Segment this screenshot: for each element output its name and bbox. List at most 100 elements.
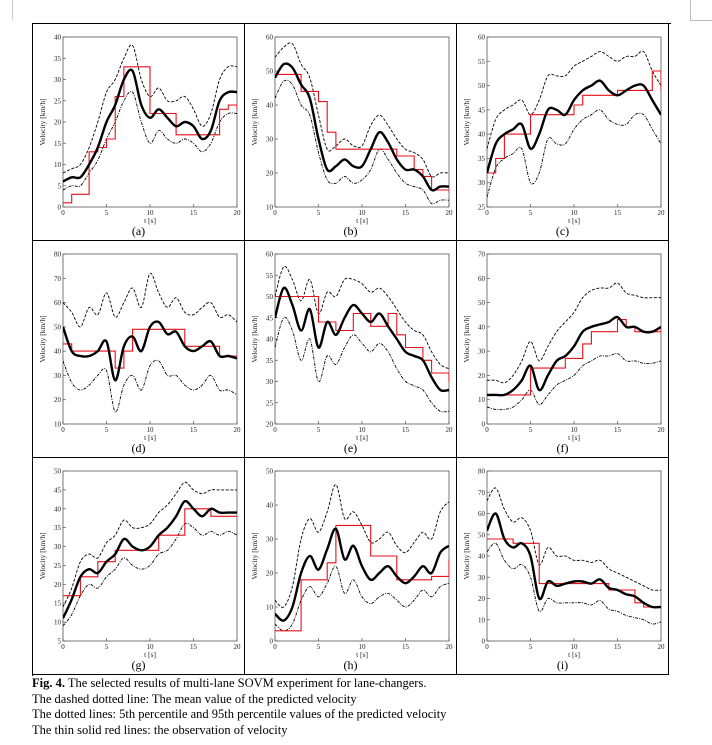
subplot-label: (d) <box>131 441 146 455</box>
x-tick-label: 15 <box>190 426 198 434</box>
plot-frame <box>274 253 450 425</box>
y-tick-label: 30 <box>478 348 486 356</box>
series-line-p95 <box>487 487 661 591</box>
subplot-b: 0 5 10 15 20 10 20 30 40 50 60 t [s] Velocity [km/h]… <box>245 24 457 241</box>
x-tick-label: 15 <box>614 209 622 217</box>
x-tick-label: 5 <box>317 643 321 651</box>
y-tick-label: 40 <box>54 34 62 42</box>
plot-frame <box>62 470 238 642</box>
x-tick-label: 20 <box>658 426 666 434</box>
x-tick-label: 0 <box>485 209 489 217</box>
y-tick-label: 30 <box>54 543 62 551</box>
y-tick-label: 20 <box>54 119 62 127</box>
y-tick-label: 10 <box>266 204 274 212</box>
y-tick-label: 30 <box>266 136 274 144</box>
x-tick-label: 5 <box>317 209 321 217</box>
caption-title-line: Fig. 4. The selected results of multi-la… <box>32 676 692 692</box>
series-line-mean <box>275 286 449 393</box>
y-tick-label: 0 <box>482 421 486 429</box>
y-tick-label: 15 <box>54 600 62 608</box>
y-tick-label: 0 <box>270 638 274 646</box>
caption-legend-observation: The thin solid red lines: the observatio… <box>32 722 288 737</box>
x-tick-label: 5 <box>529 426 533 434</box>
x-tick-label: 10 <box>147 426 155 434</box>
series-line-p95 <box>63 481 237 608</box>
plot-frame <box>62 253 238 425</box>
y-tick-label: 5 <box>58 638 62 646</box>
plot-frame <box>274 36 450 208</box>
y-tick-label: 5 <box>58 182 62 190</box>
series-line-p95 <box>487 282 661 384</box>
x-tick-label: 15 <box>190 209 198 217</box>
y-tick-label: 30 <box>266 536 274 544</box>
series-line-p5 <box>487 109 661 198</box>
y-tick-label: 50 <box>478 531 486 539</box>
chart-svg: 0 5 10 15 20 20 25 30 35 40 45 50 55 60 t [s] Velocity … <box>250 251 453 443</box>
x-tick-label: 10 <box>571 209 579 217</box>
y-axis-label: Velocity [km/h] <box>462 98 471 145</box>
y-tick-label: 30 <box>54 372 62 380</box>
subplot-label: (h) <box>343 658 358 672</box>
series-line-p5 <box>487 542 661 625</box>
y-tick-label: 25 <box>478 204 486 212</box>
y-tick-label: 0 <box>58 204 62 212</box>
y-tick-label: 30 <box>478 574 486 582</box>
chart-svg: 0 5 10 15 20 0 10 20 30 40 50 60 70 80 t [s] Velocity [… <box>462 468 665 660</box>
x-tick-label: 20 <box>234 643 242 651</box>
y-axis-label: Velocity [km/h] <box>462 532 471 579</box>
x-tick-label: 5 <box>105 643 109 651</box>
y-tick-label: 35 <box>478 155 486 163</box>
series-line-p5 <box>63 522 237 627</box>
chart-svg: 0 5 10 15 20 10 20 30 40 50 60 70 80 t [s] Velocity [k… <box>38 251 241 443</box>
series-line-observation <box>275 524 449 632</box>
y-tick-label: 80 <box>54 251 62 259</box>
y-tick-label: 10 <box>54 619 62 627</box>
y-tick-label: 30 <box>478 179 486 187</box>
x-axis-label: t [s] <box>568 650 580 659</box>
plot-frame <box>274 470 450 642</box>
y-tick-label: 10 <box>478 396 486 404</box>
series-line-mean <box>275 527 449 622</box>
x-tick-label: 0 <box>485 643 489 651</box>
y-tick-label: 25 <box>266 399 274 407</box>
subplot-h: 0 5 10 15 20 0 10 20 30 40 50 t [s] Velocity [km/h] (… <box>245 458 457 675</box>
y-axis-label: Velocity [km/h] <box>250 315 259 362</box>
subplot-f: 0 5 10 15 20 0 10 20 30 40 50 60 70 t [s] Velocity [km… <box>457 241 669 458</box>
y-tick-label: 20 <box>54 581 62 589</box>
subplot-label: (i) <box>556 658 569 672</box>
y-tick-label: 40 <box>478 553 486 561</box>
y-axis-label: Velocity [km/h] <box>250 532 259 579</box>
x-axis-label: t [s] <box>568 433 580 442</box>
y-tick-label: 70 <box>478 489 486 497</box>
y-tick-label: 35 <box>54 524 62 532</box>
y-tick-label: 15 <box>54 140 62 148</box>
x-tick-label: 10 <box>571 643 579 651</box>
caption-title: The selected results of multi-lane SOVM … <box>67 676 427 690</box>
y-tick-label: 20 <box>266 170 274 178</box>
series-line-p5 <box>275 79 449 205</box>
plot-frame <box>62 36 238 208</box>
series-line-observation <box>63 508 237 597</box>
y-tick-label: 60 <box>478 275 486 283</box>
y-tick-label: 40 <box>478 323 486 331</box>
x-tick-label: 5 <box>105 209 109 217</box>
y-tick-label: 20 <box>478 372 486 380</box>
subplot-label: (c) <box>555 224 570 238</box>
y-axis-label: Velocity [km/h] <box>38 532 47 579</box>
y-tick-label: 35 <box>54 55 62 63</box>
y-tick-label: 40 <box>266 502 274 510</box>
subplot-d: 0 5 10 15 20 10 20 30 40 50 60 70 80 t [s] Velocity [k… <box>33 241 245 458</box>
subplot-i: 0 5 10 15 20 0 10 20 30 40 50 60 70 80 t [s] Velocity [… <box>457 458 669 675</box>
chart-svg: 0 5 10 15 20 0 10 20 30 40 50 60 70 t [s] Velocity [km… <box>462 251 666 443</box>
series-line-p95 <box>63 272 237 328</box>
series-line-observation <box>63 66 237 204</box>
y-tick-label: 60 <box>266 251 274 259</box>
series-line-p95 <box>275 265 449 370</box>
caption-legend-mean: The dashed dotted line: The mean value o… <box>32 691 357 706</box>
y-tick-label: 60 <box>54 299 62 307</box>
x-tick-label: 5 <box>105 426 109 434</box>
y-tick-label: 10 <box>478 616 486 624</box>
y-axis-label: Velocity [km/h] <box>38 98 47 145</box>
y-tick-label: 10 <box>266 604 274 612</box>
x-tick-label: 10 <box>147 643 155 651</box>
